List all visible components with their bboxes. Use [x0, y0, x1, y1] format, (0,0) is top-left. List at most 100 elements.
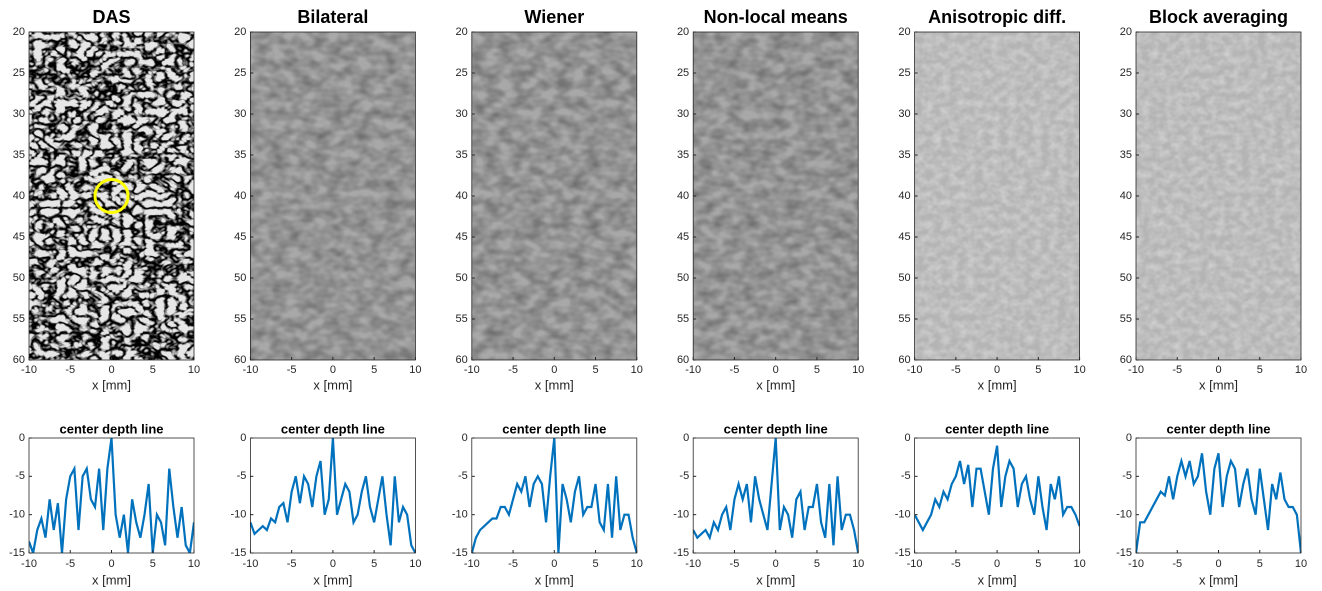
panel-title: center depth line	[945, 421, 1049, 436]
y-tick-label: 50	[456, 272, 468, 284]
y-tick-label: 50	[898, 272, 910, 284]
y-tick-label: 30	[456, 108, 468, 120]
x-tick-label: -5	[1172, 558, 1182, 570]
panel-title: Non-local means	[704, 7, 848, 27]
panel-title: Bilateral	[297, 7, 368, 27]
y-tick-label: 55	[234, 313, 246, 325]
x-axis-label: x [mm]	[313, 572, 352, 587]
x-tick-label: 10	[1295, 364, 1307, 376]
x-tick-label: -10	[685, 364, 701, 376]
y-tick-label: 0	[19, 432, 25, 444]
x-tick-label: -5	[508, 364, 518, 376]
x-axis-label: x [mm]	[92, 377, 131, 392]
x-tick-label: 10	[631, 364, 643, 376]
y-tick-label: 35	[898, 149, 910, 161]
y-tick-label: 55	[677, 313, 689, 325]
profile-line	[1136, 453, 1301, 553]
y-tick-label: 60	[1120, 354, 1132, 366]
x-axis-label: x [mm]	[535, 377, 574, 392]
y-tick-label: -5	[679, 470, 689, 482]
y-tick-label: 40	[1120, 190, 1132, 202]
x-tick-label: 5	[371, 558, 377, 570]
x-tick-label: -10	[464, 364, 480, 376]
x-tick-label: -10	[21, 364, 37, 376]
x-axis-label: x [mm]	[1199, 377, 1238, 392]
y-tick-label: 30	[677, 108, 689, 120]
panel-title: center depth line	[724, 421, 828, 436]
x-tick-label: -10	[907, 558, 923, 570]
x-tick-label: 5	[814, 364, 820, 376]
y-tick-label: 0	[683, 432, 689, 444]
y-tick-label: 50	[1120, 272, 1132, 284]
y-tick-label: 20	[234, 26, 246, 38]
y-tick-label: -5	[15, 470, 25, 482]
x-axis-label: x [mm]	[92, 572, 131, 587]
y-tick-label: -15	[673, 547, 689, 559]
speckle-image	[914, 32, 1080, 360]
x-axis-label: x [mm]	[1199, 572, 1238, 587]
y-tick-label: -5	[458, 470, 468, 482]
y-tick-label: -5	[237, 470, 247, 482]
y-tick-label: -15	[1116, 547, 1132, 559]
y-tick-label: 45	[13, 231, 25, 243]
y-tick-label: 50	[13, 272, 25, 284]
x-tick-label: 5	[1257, 558, 1263, 570]
x-tick-label: 5	[150, 558, 156, 570]
y-tick-label: 40	[456, 190, 468, 202]
y-tick-label: 45	[234, 231, 246, 243]
y-tick-label: 55	[1120, 313, 1132, 325]
y-tick-label: 35	[1120, 149, 1132, 161]
x-tick-label: 0	[773, 558, 779, 570]
y-tick-label: 25	[234, 67, 246, 79]
x-tick-label: 10	[852, 364, 864, 376]
y-tick-label: 45	[677, 231, 689, 243]
y-tick-label: -15	[895, 547, 911, 559]
y-tick-label: -10	[230, 509, 246, 521]
x-tick-label: 10	[852, 558, 864, 570]
y-tick-label: 40	[677, 190, 689, 202]
x-tick-label: 10	[1295, 558, 1307, 570]
y-tick-label: 60	[898, 354, 910, 366]
x-tick-label: 10	[409, 364, 421, 376]
x-tick-label: -5	[287, 364, 297, 376]
x-tick-label: 5	[1035, 558, 1041, 570]
x-tick-label: -5	[1172, 364, 1182, 376]
x-axis-label: x [mm]	[756, 572, 795, 587]
y-tick-label: 45	[1120, 231, 1132, 243]
y-tick-label: 40	[13, 190, 25, 202]
profile-line	[693, 438, 859, 553]
x-axis-label: x [mm]	[313, 377, 352, 392]
x-axis-label: x [mm]	[978, 572, 1017, 587]
y-tick-label: 40	[234, 190, 246, 202]
y-tick-label: -5	[901, 470, 911, 482]
x-axis-label: x [mm]	[978, 377, 1017, 392]
x-tick-label: -10	[464, 558, 480, 570]
profile-line	[471, 438, 637, 553]
roi-circle	[93, 178, 130, 214]
panel-title: center depth line	[1166, 421, 1270, 436]
x-tick-label: 0	[994, 364, 1000, 376]
x-tick-label: 10	[1073, 364, 1085, 376]
x-tick-label: 5	[592, 364, 598, 376]
x-axis-label: x [mm]	[756, 377, 795, 392]
x-tick-label: -10	[242, 364, 258, 376]
panel-title: DAS	[92, 7, 130, 27]
x-tick-label: -10	[21, 558, 37, 570]
y-tick-label: 25	[13, 67, 25, 79]
y-tick-label: 25	[456, 67, 468, 79]
x-tick-label: 0	[330, 558, 336, 570]
speckle-image	[29, 32, 194, 360]
y-tick-label: -15	[230, 547, 246, 559]
y-tick-label: 0	[462, 432, 468, 444]
x-tick-label: 0	[1215, 558, 1221, 570]
x-tick-label: -10	[685, 558, 701, 570]
y-tick-label: 20	[456, 26, 468, 38]
x-tick-label: 10	[188, 364, 200, 376]
y-tick-label: 0	[904, 432, 910, 444]
y-tick-label: 0	[1126, 432, 1132, 444]
x-tick-label: -5	[65, 558, 75, 570]
x-tick-label: 0	[994, 558, 1000, 570]
speckle-image	[471, 32, 637, 360]
x-tick-label: -5	[730, 364, 740, 376]
panel-title: Anisotropic diff.	[928, 7, 1066, 27]
